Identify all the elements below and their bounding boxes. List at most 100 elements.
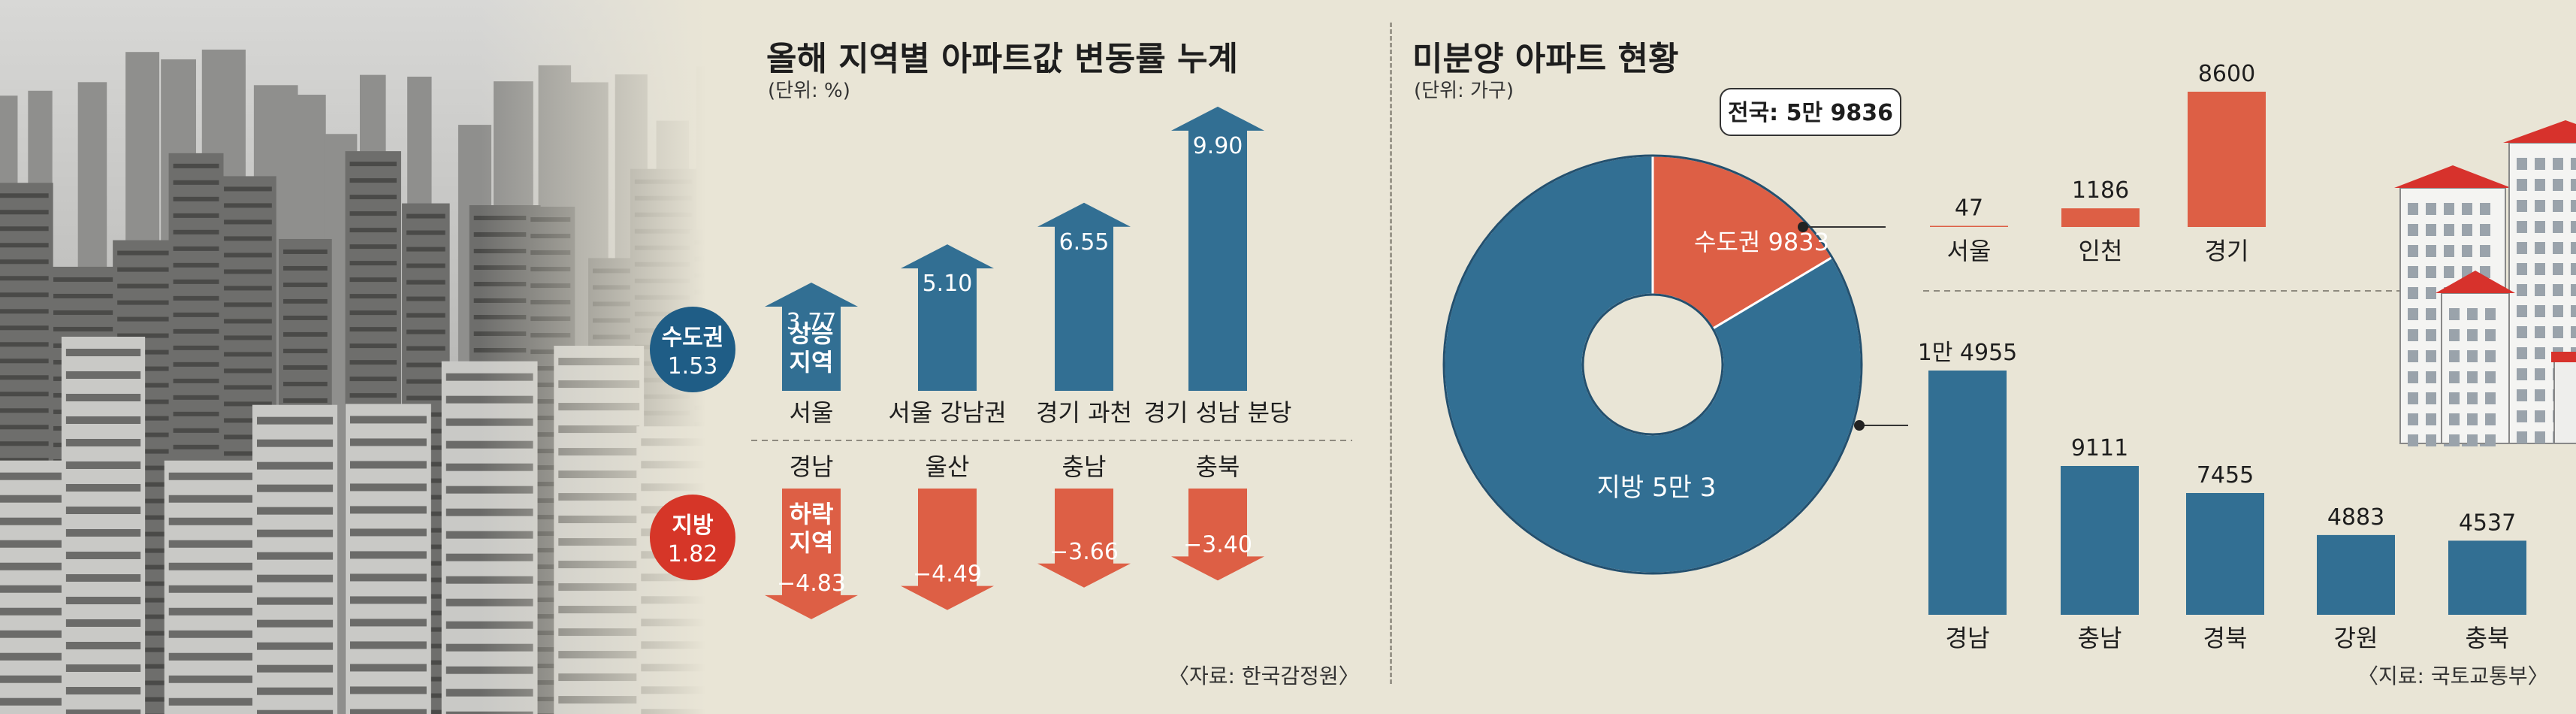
capital-bar	[2188, 92, 2266, 227]
capital-bar-value: 1186	[2072, 177, 2129, 204]
provincial-bar-category: 충남	[2078, 624, 2122, 652]
apartment-window	[2408, 350, 2418, 362]
provincial-bar-value: 4883	[2327, 504, 2384, 531]
apartment-window	[2467, 371, 2478, 383]
apartment-window	[2467, 329, 2478, 341]
apartment-window	[2467, 308, 2478, 320]
apartment-window	[2408, 329, 2418, 341]
apartment-window	[2517, 284, 2527, 296]
apartment-window	[2517, 326, 2527, 338]
apartment-window	[2571, 263, 2576, 275]
apartment-window	[2535, 200, 2545, 212]
up-arrow-value: 9.90	[1193, 133, 1243, 159]
apartment-window	[2408, 203, 2418, 215]
provincial-badge	[650, 495, 735, 580]
apartment-window	[2467, 434, 2478, 446]
down-arrow-value: −3.40	[1183, 531, 1252, 558]
fall-region-label: 지역	[790, 528, 834, 557]
apartment-window	[2408, 434, 2418, 446]
apartment-window	[2426, 371, 2436, 383]
provincial-bar-value: 4537	[2459, 510, 2516, 536]
apartment-window	[2535, 305, 2545, 317]
apartment-window	[2462, 245, 2472, 257]
apartment-window	[2408, 308, 2418, 320]
rise-region-label: 지역	[790, 348, 834, 377]
connector-dot	[1798, 222, 1808, 232]
apartment-window	[2517, 410, 2527, 422]
apartment-window	[2426, 287, 2436, 299]
unsold-apartment-chart: 미분양 아파트 현황 (단위: 가구) 수도권 9833 지방 5만 3 전국: 5…	[1397, 0, 2576, 714]
provincial-bar-category: 강원	[2334, 624, 2378, 652]
apartment-window	[2485, 350, 2496, 362]
capital-bar-category: 인천	[2079, 237, 2123, 265]
apartment-window	[2444, 224, 2454, 236]
apartment-window	[2444, 203, 2454, 215]
apartment-window	[2485, 308, 2496, 320]
apartment-window	[2517, 200, 2527, 212]
up-arrow-value: 6.55	[1059, 229, 1110, 256]
capital-bar-value: 47	[1955, 195, 1983, 222]
apartment-window	[2535, 326, 2545, 338]
apartment-window	[2553, 284, 2563, 296]
apartment-window	[2467, 413, 2478, 425]
apartment-window	[2571, 242, 2576, 254]
apartment-window	[2517, 158, 2527, 170]
apartment-window	[2517, 242, 2527, 254]
provincial-bar-value: 7455	[2197, 462, 2254, 489]
apartment-window	[2535, 431, 2545, 443]
apartment-window	[2535, 242, 2545, 254]
apartment-window	[2480, 224, 2490, 236]
apartment-window	[2444, 266, 2454, 278]
provincial-bar-category: 충북	[2466, 624, 2510, 652]
apartment-window	[2449, 329, 2460, 341]
section-divider	[1390, 23, 1392, 684]
donut-label-capital: 수도권 9833	[1694, 228, 1829, 256]
apartment-window	[2535, 410, 2545, 422]
apartment-window	[2408, 245, 2418, 257]
apartment-window	[2553, 326, 2563, 338]
apartment-window	[2467, 350, 2478, 362]
apartment-window	[2426, 350, 2436, 362]
apartment-window	[2535, 347, 2545, 359]
apartment-window	[2571, 284, 2576, 296]
apartment-window	[2571, 200, 2576, 212]
apartment-window	[2571, 305, 2576, 317]
provincial-bar-category: 경북	[2203, 624, 2248, 652]
up-arrow-category: 서울	[790, 398, 834, 427]
down-arrow-value: −4.83	[777, 570, 846, 597]
apartment-window	[2408, 413, 2418, 425]
donut-outline	[1442, 154, 1863, 575]
apartment-roof	[2436, 271, 2515, 293]
chart2-source: 〈지료: 국토교통부〉	[2357, 664, 2549, 688]
chart1-unit: (단위: %)	[768, 80, 850, 102]
up-arrow-bar	[1171, 106, 1264, 391]
apartment-window	[2517, 179, 2527, 191]
apartment-window	[2462, 224, 2472, 236]
provincial-bar	[2061, 466, 2139, 615]
up-arrow-value: 5.10	[923, 271, 973, 297]
up-arrow-bar	[901, 244, 994, 391]
apartment-window	[2426, 392, 2436, 404]
capital-bar	[2061, 208, 2140, 227]
apartment-window	[2571, 179, 2576, 191]
total-badge	[1720, 88, 1901, 136]
down-arrow-category: 울산	[926, 452, 970, 481]
apartment-window	[2467, 392, 2478, 404]
capital-bar	[1930, 225, 2008, 227]
apartment-window	[2535, 179, 2545, 191]
apartment-window	[2535, 389, 2545, 401]
provincial-bar	[1928, 371, 2007, 615]
apartment-window	[2426, 308, 2436, 320]
apartment-window	[2480, 203, 2490, 215]
apartment-window	[2462, 203, 2472, 215]
apartment-window	[2480, 245, 2490, 257]
apartment-window	[2517, 389, 2527, 401]
provincial-bar	[2448, 540, 2526, 615]
apartment-window	[2449, 392, 2460, 404]
apartment-window	[2444, 245, 2454, 257]
apartment-window	[2571, 326, 2576, 338]
apartment-building	[2553, 360, 2576, 444]
apartment-window	[2485, 413, 2496, 425]
apartment-window	[2553, 263, 2563, 275]
